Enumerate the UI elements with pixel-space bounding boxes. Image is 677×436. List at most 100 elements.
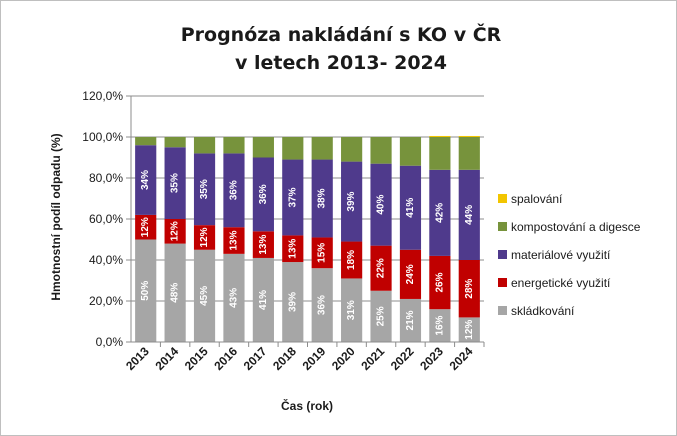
x-axis-title: Čas (rok) (281, 398, 333, 413)
y-tick-label: 80,0% (89, 171, 123, 185)
bar-segment (311, 159, 333, 238)
data-label: 26% (434, 272, 445, 292)
bar-segment (311, 137, 333, 160)
x-tick-label: 2013 (123, 344, 152, 373)
data-label: 21% (405, 310, 416, 330)
bar-segment (223, 137, 245, 154)
data-label: 39% (346, 191, 357, 211)
bar-segment (458, 260, 480, 318)
bar-segment (252, 257, 274, 342)
bar-segment (164, 147, 186, 219)
data-label: 41% (405, 198, 416, 218)
bar-segment (282, 159, 304, 236)
data-label: 44% (464, 205, 475, 225)
data-label: 48% (170, 283, 181, 303)
bar-segment (458, 317, 480, 342)
bar-segment (341, 161, 363, 242)
data-label: 36% (258, 184, 269, 204)
bar-segment (370, 290, 392, 342)
x-tick-label: 2014 (152, 344, 181, 373)
bar-segment (252, 231, 274, 258)
legend-label: spalování (511, 192, 563, 206)
data-label: 28% (464, 279, 475, 299)
bar-segment (193, 225, 216, 250)
bar-segment (311, 237, 333, 269)
data-label: 15% (317, 243, 328, 263)
data-label: 35% (199, 179, 210, 199)
x-tick-label: 2019 (300, 344, 329, 373)
bar-segment (282, 137, 304, 160)
data-label: 45% (199, 286, 210, 306)
data-label: 16% (434, 315, 445, 335)
y-tick-label: 20,0% (89, 294, 123, 308)
bar-segment (252, 157, 274, 232)
bar-segment (399, 165, 422, 250)
bar-segment (341, 278, 363, 342)
data-label: 43% (228, 288, 239, 308)
bar-segment (135, 145, 157, 215)
legend-swatch (498, 250, 507, 259)
x-tick-label: 2016 (211, 344, 240, 373)
data-label: 37% (287, 187, 298, 207)
x-tick-label: 2023 (417, 344, 446, 373)
bar-segment (164, 219, 186, 244)
bar-segment (370, 245, 392, 291)
bar-segment (282, 262, 304, 342)
data-label: 50% (140, 281, 151, 301)
bar-segment (399, 137, 422, 166)
legend-label: skládkování (511, 304, 575, 318)
legend-swatch (498, 222, 507, 231)
bar-segment (370, 163, 392, 246)
data-label: 40% (376, 195, 387, 215)
bar-segment (135, 137, 157, 146)
bar-segment (458, 137, 480, 170)
data-label: 34% (140, 170, 151, 190)
chart-title-line2: v letech 2013- 2024 (235, 52, 447, 74)
bar-segment (193, 137, 216, 154)
y-tick-label: 120,0% (82, 89, 123, 103)
x-tick-label: 2021 (358, 344, 387, 373)
bar-segment (135, 239, 157, 342)
bar-segment (370, 137, 392, 164)
data-label: 12% (140, 217, 151, 237)
bar-segment (429, 255, 451, 310)
bars: 50% 12% 34% 48% 12% 35% 45% 12% 35% 43% 13% 36% 41% 1… (135, 135, 480, 342)
y-tick-label: 60,0% (89, 212, 123, 226)
bar-segment (341, 241, 363, 279)
bar-segment (193, 153, 216, 226)
chart-title-line1: Prognóza nakládání s KO v ČR (181, 22, 502, 46)
x-tick-label: 2015 (182, 344, 211, 373)
gridlines (131, 95, 484, 343)
data-label: 36% (317, 295, 328, 315)
y-axis-title: Hmotnostní podíl odpadu (%) (49, 133, 63, 300)
bar-segment (399, 249, 422, 299)
bar-segment (252, 137, 274, 158)
legend-swatch (498, 278, 507, 287)
bar-segment (164, 137, 186, 148)
data-label: 42% (434, 203, 445, 223)
legend-swatch (498, 306, 507, 315)
data-label: 13% (287, 239, 298, 259)
data-label: 36% (228, 180, 239, 200)
bar-segment (282, 235, 304, 263)
legend-label: energetické využití (511, 276, 611, 290)
bar-segment (164, 243, 186, 342)
data-label: 12% (170, 221, 181, 241)
bar-segment (429, 137, 451, 170)
data-label: 18% (346, 250, 357, 270)
y-tick-label: 100,0% (82, 130, 123, 144)
data-label: 24% (405, 264, 416, 284)
bar-segment (223, 253, 245, 342)
x-tick-label: 2020 (329, 344, 358, 373)
legend-swatch (498, 194, 507, 203)
data-label: 38% (317, 188, 328, 208)
legend-label: kompostování a digesce (511, 220, 641, 234)
data-label: 13% (258, 235, 269, 255)
bar-segment (223, 227, 245, 254)
data-label: 25% (376, 306, 387, 326)
y-tick-label: 40,0% (89, 253, 123, 267)
bar-segment (458, 135, 480, 137)
bar-segment (135, 214, 157, 240)
